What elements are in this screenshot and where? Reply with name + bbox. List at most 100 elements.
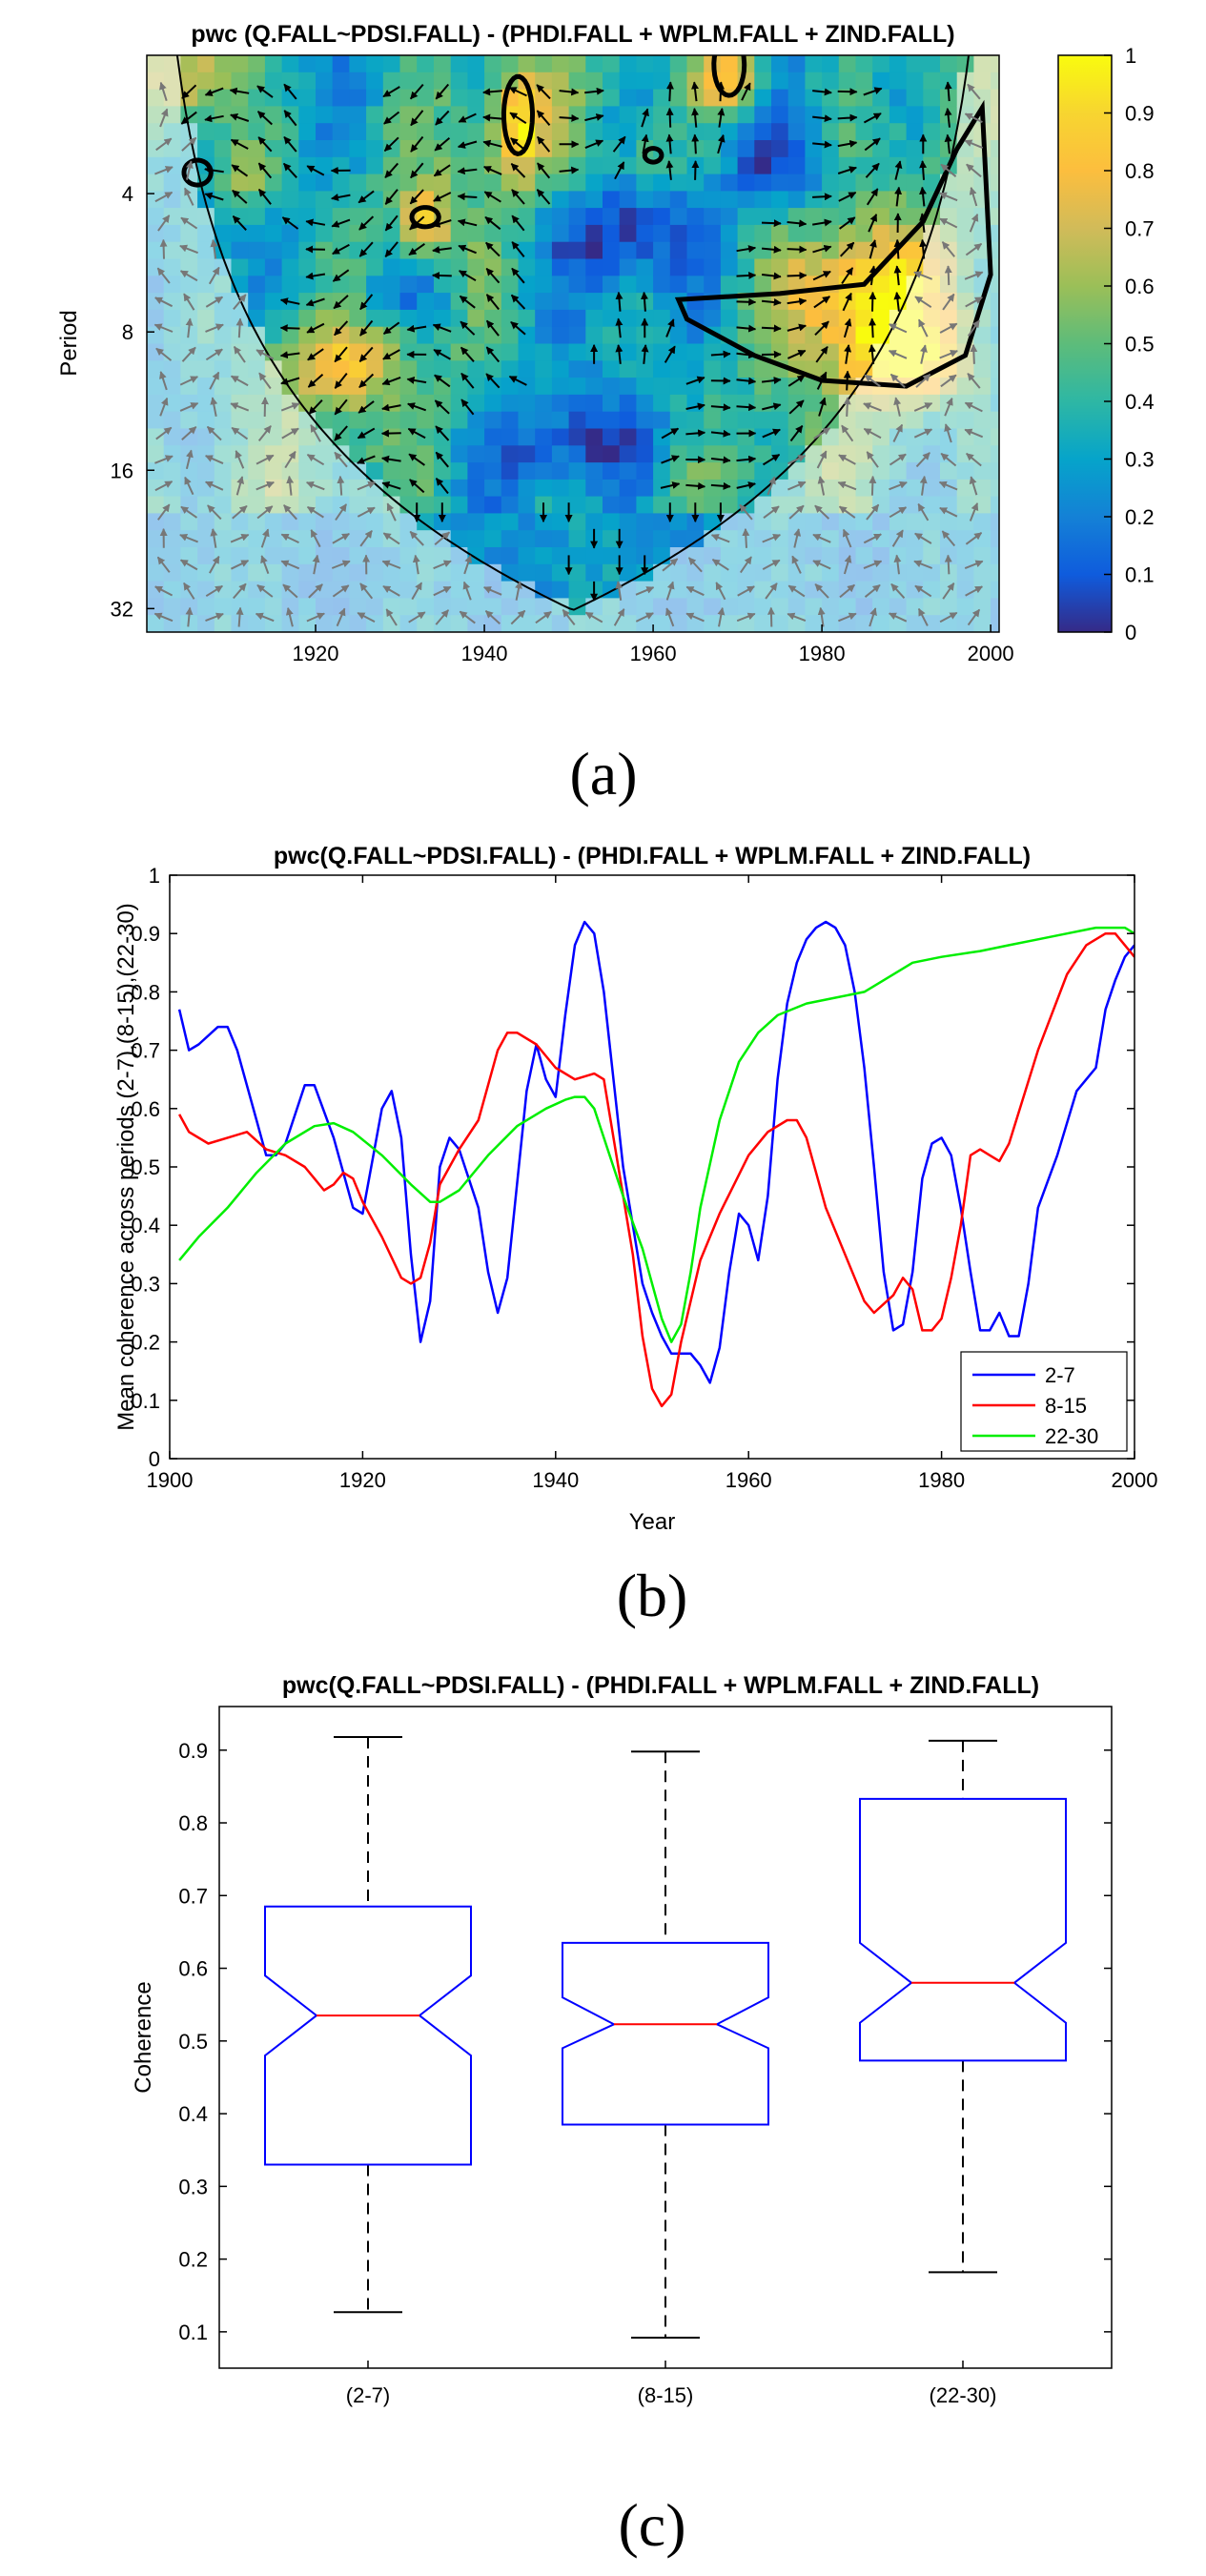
phase-arrow — [893, 238, 902, 259]
coherence-cell — [298, 72, 317, 91]
phase-arrow — [965, 531, 983, 545]
colorbar-tick-label: 0.9 — [1125, 102, 1155, 126]
coherence-cell — [704, 530, 722, 548]
coherence-cell — [653, 411, 671, 430]
coherence-cell — [147, 378, 165, 396]
panel-c-label: (c) — [618, 2491, 685, 2559]
coherence-cell — [704, 140, 722, 158]
phase-arrow — [711, 559, 729, 571]
coherence-cell — [147, 276, 165, 294]
coherence-cell — [366, 140, 384, 158]
coherence-cell — [956, 530, 974, 548]
coherence-cell — [940, 224, 958, 243]
coherence-cell — [163, 293, 181, 311]
phase-arrow — [787, 584, 806, 598]
coherence-cell — [298, 89, 317, 107]
phase-arrow — [183, 293, 195, 311]
y-tick-label: 0.8 — [131, 980, 160, 1004]
coherence-cell — [855, 140, 873, 158]
phase-arrow — [312, 554, 320, 575]
phase-arrow — [281, 216, 299, 230]
coherence-cell — [704, 547, 722, 565]
coherence-cell — [619, 208, 637, 226]
phase-arrow — [838, 454, 856, 465]
phase-arrow — [155, 426, 173, 440]
coherence-cell — [754, 258, 772, 276]
coherence-cell — [197, 241, 215, 260]
coherence-cell — [316, 191, 334, 209]
coherence-cell — [551, 326, 570, 345]
phase-arrow — [381, 560, 401, 569]
coherence-cell — [231, 343, 249, 361]
coherence-cell — [264, 293, 283, 311]
coherence-cell — [653, 224, 671, 243]
coherence-cell — [551, 411, 570, 430]
coherence-cell — [316, 479, 334, 498]
coherence-cell — [585, 360, 603, 378]
coherence-cell — [636, 513, 654, 531]
coherence-cell — [889, 513, 908, 531]
coherence-cell — [214, 123, 233, 141]
coherence-cell — [855, 445, 873, 463]
phase-arrow — [843, 317, 852, 338]
coherence-cell — [754, 224, 772, 243]
coherence-cell — [872, 479, 890, 498]
coherence-cell — [535, 55, 553, 73]
coherence-cell — [991, 309, 999, 328]
coherence-cell — [973, 360, 991, 378]
coherence-cell — [535, 563, 553, 583]
coherence-cell — [349, 191, 367, 209]
phase-arrow — [159, 81, 168, 101]
coherence-cell — [264, 191, 283, 209]
coherence-cell — [568, 106, 586, 124]
phase-arrow — [661, 455, 680, 464]
phase-arrow — [864, 583, 881, 598]
coherence-cell — [197, 276, 215, 294]
phase-arrow — [739, 556, 752, 574]
coherence-cell — [467, 360, 485, 378]
phase-arrow — [736, 377, 757, 385]
coherence-cell — [147, 55, 165, 73]
coherence-cell — [180, 343, 198, 361]
coherence-cell — [467, 123, 485, 141]
coherence-cell — [805, 309, 823, 328]
coherence-cell — [653, 276, 671, 294]
coherence-cell — [382, 309, 401, 328]
coherence-cell — [349, 530, 367, 548]
phase-arrow — [838, 192, 857, 202]
coherence-cell — [923, 309, 941, 328]
phase-arrow — [815, 346, 828, 363]
coherence-cell — [417, 563, 435, 583]
phase-arrow — [460, 346, 475, 362]
coherence-cell — [619, 394, 637, 413]
coherence-cell — [551, 378, 570, 396]
coherence-cell — [197, 547, 215, 565]
phase-arrow — [736, 297, 757, 306]
coherence-cell — [754, 89, 772, 107]
coherence-cell — [973, 72, 991, 91]
coherence-cell — [484, 378, 502, 396]
coherence-cell — [434, 309, 452, 328]
coherence-cell — [434, 123, 452, 141]
coherence-cell — [906, 106, 924, 124]
coherence-cell — [686, 428, 705, 446]
coherence-cell — [940, 309, 958, 328]
coherence-cell — [484, 530, 502, 548]
coherence-cell — [316, 343, 334, 361]
coherence-cell — [737, 428, 755, 446]
coherence-cell — [417, 276, 435, 294]
coherence-cell — [298, 428, 317, 446]
coherence-cell — [518, 191, 536, 209]
coherence-cell — [535, 445, 553, 463]
coherence-cell — [332, 394, 350, 413]
coherence-cell — [501, 360, 520, 378]
coherence-cell — [603, 224, 621, 243]
phase-arrow — [381, 480, 401, 490]
coherence-cell — [787, 241, 806, 260]
coherence-cell — [771, 55, 789, 73]
coherence-cell — [298, 598, 317, 616]
phase-arrow — [662, 558, 679, 572]
coherence-cell — [889, 174, 908, 192]
coherence-cell — [316, 581, 334, 599]
coherence-cell — [382, 156, 401, 175]
